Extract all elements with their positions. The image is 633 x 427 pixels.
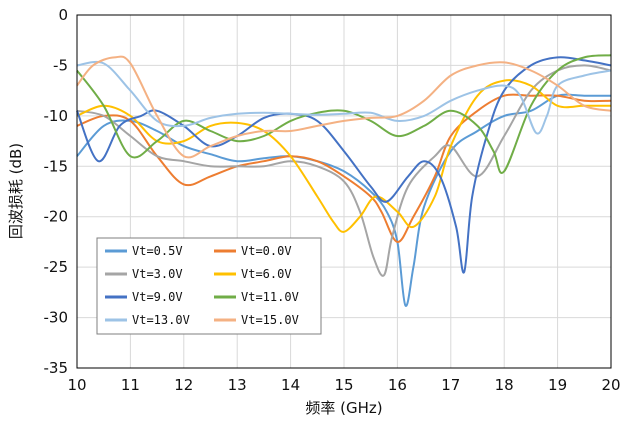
y-tick-label: -20 xyxy=(44,208,69,226)
y-tick-label: -25 xyxy=(44,258,69,276)
y-tick-label: 0 xyxy=(58,6,68,24)
y-tick-label: -5 xyxy=(53,56,68,74)
y-tick-label: -10 xyxy=(44,107,69,125)
legend-label: Vt=15.0V xyxy=(241,313,299,327)
y-tick-label: -30 xyxy=(44,309,69,327)
x-tick-label: 13 xyxy=(228,376,247,394)
y-tick-label: -35 xyxy=(44,359,69,377)
x-tick-label: 15 xyxy=(334,376,353,394)
x-tick-label: 10 xyxy=(67,376,86,394)
x-tick-label: 14 xyxy=(281,376,300,394)
x-tick-label: 12 xyxy=(174,376,193,394)
x-tick-label: 11 xyxy=(121,376,140,394)
legend-label: Vt=0.5V xyxy=(132,244,183,258)
x-tick-label: 20 xyxy=(601,376,620,394)
x-tick-label: 16 xyxy=(388,376,407,394)
x-tick-label: 18 xyxy=(495,376,514,394)
legend: Vt=0.5V Vt=0.0V Vt=3.0V Vt=6.0V Vt=9.0V Vt=11… xyxy=(97,238,321,334)
x-axis-label: 频率 (GHz) xyxy=(305,399,382,417)
y-tick-label: -15 xyxy=(44,157,69,175)
legend-label: Vt=11.0V xyxy=(241,290,299,304)
x-tick-label: 19 xyxy=(548,376,567,394)
legend-label: Vt=6.0V xyxy=(241,267,292,281)
legend-label: Vt=0.0V xyxy=(241,244,292,258)
x-tick-label: 17 xyxy=(441,376,460,394)
legend-label: Vt=9.0V xyxy=(132,290,183,304)
y-axis-label: 回波损耗 (dB) xyxy=(7,143,25,239)
legend-label: Vt=13.0V xyxy=(132,313,190,327)
legend-label: Vt=3.0V xyxy=(132,267,183,281)
